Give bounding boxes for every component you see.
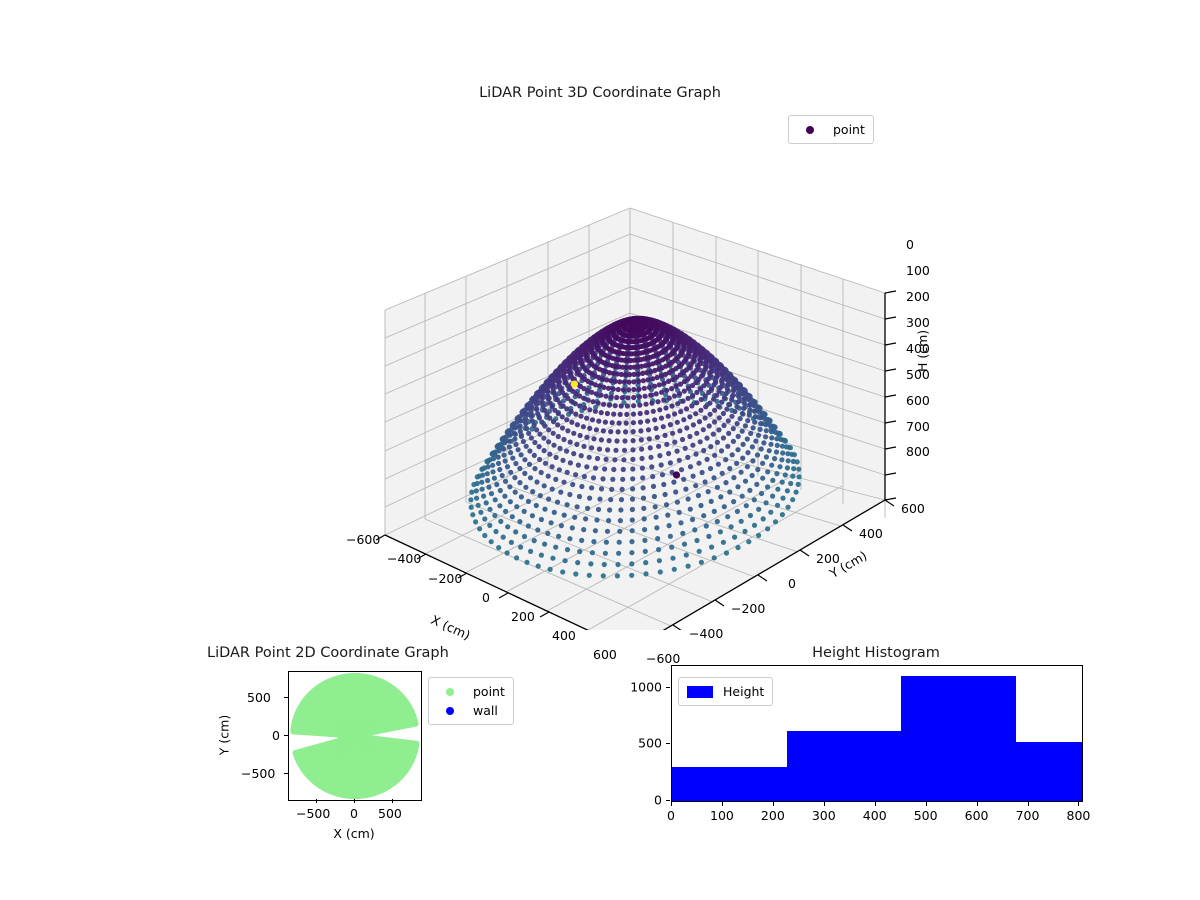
floor-pane xyxy=(385,418,885,630)
histogram-xtick-label: 200 xyxy=(761,808,785,823)
y-tick-0: −600 xyxy=(646,651,680,666)
wall-dot-icon xyxy=(446,706,454,715)
histogram-ytick-mark xyxy=(666,743,670,745)
histogram-xtick-label: 500 xyxy=(914,808,938,823)
wall-marker xyxy=(437,706,463,715)
axis-ticks xyxy=(375,290,897,630)
x-tick-3: 0 xyxy=(482,590,490,605)
lidar-point-cloud xyxy=(468,315,802,579)
plot2d-ytick-mark-0 xyxy=(284,735,288,736)
histogram-xtick-mark xyxy=(772,802,774,806)
histogram-xtick-mark xyxy=(976,802,978,806)
histogram-legend[interactable]: Height xyxy=(678,677,774,706)
histogram-bar xyxy=(1015,742,1082,801)
h-tick-2: 200 xyxy=(906,289,930,304)
y-tick-1: −400 xyxy=(689,626,723,641)
plot3d-legend[interactable]: point xyxy=(788,115,874,144)
histogram-ytick-mark xyxy=(666,686,670,688)
legend-label-point: point xyxy=(833,122,865,137)
histogram-axes[interactable] xyxy=(671,665,1083,802)
h-tick-8: 800 xyxy=(906,444,930,459)
h-tick-7: 700 xyxy=(906,419,930,434)
x-tick-4: 200 xyxy=(511,609,535,624)
histogram-bar xyxy=(786,731,902,801)
plot2d-ytick-500: 500 xyxy=(247,690,271,705)
histogram-xtick-mark xyxy=(1078,802,1080,806)
h-tick-1: 100 xyxy=(906,263,930,278)
h-tick-6: 600 xyxy=(906,393,930,408)
histogram-xtick-label: 700 xyxy=(1016,808,1040,823)
plot2d-ytick-n500: −500 xyxy=(241,766,275,781)
histogram-xtick-label: 800 xyxy=(1067,808,1091,823)
x-tick-6: 600 xyxy=(593,647,617,662)
x-tick-2: −200 xyxy=(428,571,462,586)
histogram-xtick-mark xyxy=(721,802,723,806)
histogram-xtick-mark xyxy=(823,802,825,806)
legend-label-point: point xyxy=(473,684,505,699)
h-tick-5: 500 xyxy=(906,367,930,382)
point-marker xyxy=(437,687,463,696)
plot2d-ytick-mark-n500 xyxy=(284,773,288,774)
x-tick-1: −400 xyxy=(387,551,421,566)
plot2d-xtick-n500: −500 xyxy=(296,806,330,821)
h-tick-4: 400 xyxy=(906,341,930,356)
h-tick-0: 0 xyxy=(906,237,914,252)
legend-item-wall: wall xyxy=(437,701,505,720)
plot2d-ytick-0: 0 xyxy=(272,728,280,743)
legend-label-wall: wall xyxy=(473,703,498,718)
left-pane xyxy=(385,208,630,535)
height-patch-icon xyxy=(687,685,713,698)
histogram-xtick-label: 0 xyxy=(667,808,675,823)
legend-item-point: point xyxy=(437,682,505,701)
histogram-xtick-label: 600 xyxy=(965,808,989,823)
y-tick-3: 0 xyxy=(788,576,796,591)
plot2d-canvas xyxy=(290,673,420,799)
histogram-xtick-mark xyxy=(671,802,672,806)
x-tick-0: −600 xyxy=(346,532,380,547)
histogram-xtick-mark xyxy=(874,802,876,806)
lidar-2d-points xyxy=(290,673,420,799)
histogram-xtick-mark xyxy=(1027,802,1029,806)
legend-label-height: Height xyxy=(723,684,764,699)
plot2d-xtick-0: 0 xyxy=(350,806,358,821)
plot2d-xtick-500: 500 xyxy=(378,806,402,821)
histogram-ytick-label: 500 xyxy=(638,736,662,751)
y-tick-6: 600 xyxy=(901,501,925,516)
x-tick-5: 400 xyxy=(552,628,576,643)
histogram-title: Height Histogram xyxy=(812,645,940,661)
plot3d-title: LiDAR Point 3D Coordinate Graph xyxy=(479,85,721,101)
y-tick-4: 200 xyxy=(816,551,840,566)
histogram-ytick-mark xyxy=(666,800,670,801)
histogram-ytick-label: 0 xyxy=(654,793,662,808)
histogram-xtick-label: 100 xyxy=(710,808,734,823)
plot2d-ytick-mark-500 xyxy=(284,697,288,698)
plot2d-xlabel: X (cm) xyxy=(333,826,374,841)
plot3d-canvas xyxy=(375,207,897,630)
histogram-ytick-label: 1000 xyxy=(630,679,662,694)
point-dot-icon xyxy=(806,125,814,134)
histogram-xtick-mark xyxy=(925,802,927,806)
plot3d-axes[interactable]: −600 −400 −200 0 200 400 600 X (cm) −600… xyxy=(340,150,930,666)
histogram-bar xyxy=(901,676,1016,801)
point-marker xyxy=(797,125,823,134)
point-dot-icon xyxy=(446,687,454,696)
plot2d-title: LiDAR Point 2D Coordinate Graph xyxy=(207,645,449,661)
plot2d-axes[interactable] xyxy=(288,671,422,801)
plot2d-xtick-mark-n500 xyxy=(316,799,317,803)
histogram-xtick-label: 300 xyxy=(812,808,836,823)
plot2d-legend[interactable]: point wall xyxy=(428,677,514,725)
h-tick-3: 300 xyxy=(906,315,930,330)
y-tick-2: −200 xyxy=(731,601,765,616)
plot2d-xtick-mark-0 xyxy=(354,799,355,803)
histogram-xtick-label: 400 xyxy=(863,808,887,823)
histogram-bar xyxy=(672,766,787,801)
plot2d-ylabel: Y (cm) xyxy=(217,715,232,755)
legend-item-height: Height xyxy=(687,682,764,701)
y-tick-5: 400 xyxy=(859,526,883,541)
h-axis-label: H (cm) xyxy=(915,330,930,372)
legend-item-point: point xyxy=(797,120,865,139)
plot2d-xtick-mark-500 xyxy=(392,799,393,803)
